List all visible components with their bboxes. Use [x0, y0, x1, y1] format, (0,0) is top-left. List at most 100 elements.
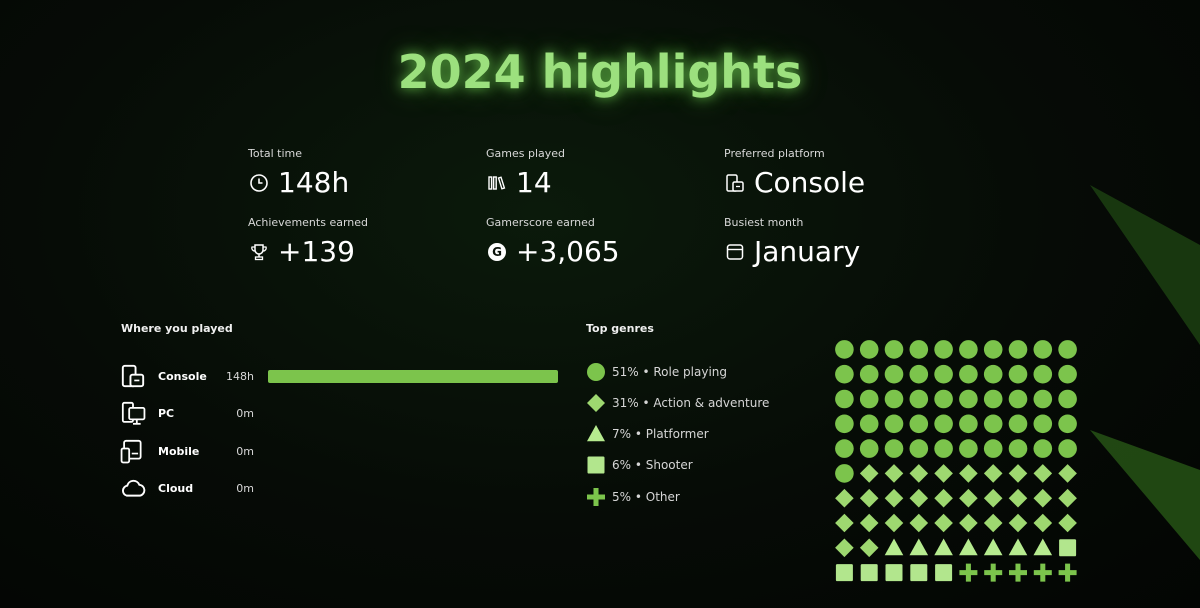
waffle-cell-square [910, 564, 928, 582]
waffle-cell-diamond [859, 488, 879, 508]
pc-icon [118, 398, 148, 428]
waffle-cell-diamond [1058, 513, 1077, 533]
stat-preferred-platform: Preferred platform Console [724, 146, 944, 200]
genre-circle-icon [587, 363, 605, 381]
waffle-cell-square [835, 564, 853, 582]
waffle-cell-circle [1058, 439, 1077, 458]
stat-label: Total time [248, 147, 303, 160]
stat-busiest-month: Busiest month January [724, 215, 944, 269]
waffle-cell-circle [909, 364, 929, 384]
stat-value: +139 [278, 235, 355, 268]
waffle-cell-circle [1033, 340, 1053, 359]
platform-bar-track [268, 369, 558, 383]
waffle-cell-circle [884, 364, 904, 384]
genre-legend-item: 5% • Other [586, 485, 680, 509]
waffle-cell-diamond [909, 513, 929, 533]
console-icon [724, 172, 746, 194]
waffle-cell-diamond [859, 513, 879, 533]
genre-label: 5% • Other [612, 490, 680, 504]
waffle-cell-diamond [1033, 513, 1053, 533]
platform-name: Cloud [158, 481, 194, 495]
platform-hours: 0m [236, 444, 254, 458]
stat-total-time: Total time 148h [248, 146, 468, 200]
waffle-cell-diamond [934, 488, 953, 508]
waffle-cell-circle [835, 364, 854, 384]
waffle-cell-circle [983, 389, 1003, 409]
waffle-cell-triangle [959, 538, 978, 556]
waffle-cell-circle [835, 464, 854, 483]
console-icon [118, 361, 148, 391]
waffle-cell-circle [859, 389, 879, 409]
waffle-cell-circle [909, 389, 929, 409]
decorative-triangle-top [1090, 185, 1200, 345]
mobile-icon [118, 436, 148, 466]
waffle-cell-diamond [1058, 488, 1077, 508]
waffle-cell-diamond [859, 464, 879, 483]
waffle-cell-circle [835, 439, 854, 458]
waffle-cell-diamond [884, 464, 904, 483]
waffle-cell-circle [909, 340, 929, 359]
waffle-cell-square [885, 564, 903, 582]
waffle-cell-circle [1008, 389, 1028, 409]
waffle-cell-circle [1033, 439, 1053, 458]
waffle-cell-circle [959, 364, 978, 384]
waffle-cell-triangle [909, 538, 929, 556]
platform-hours: 0m [236, 481, 254, 495]
waffle-cell-diamond [835, 488, 854, 508]
waffle-cell-circle [1008, 340, 1028, 359]
calendar-icon [724, 241, 746, 263]
genre-legend-item: 31% • Action & adventure [586, 391, 769, 415]
platform-name: Console [158, 369, 207, 383]
stat-label: Achievements earned [248, 216, 369, 229]
waffle-cell-diamond [1008, 464, 1028, 483]
platform-name: PC [158, 406, 175, 420]
waffle-cell-circle [884, 414, 904, 434]
trophy-icon [248, 241, 270, 263]
waffle-cell-circle [934, 364, 953, 384]
waffle-cell-triangle [1008, 538, 1028, 556]
waffle-cell-circle [859, 414, 879, 434]
waffle-cell-circle [835, 389, 854, 409]
genre-label: 31% • Action & adventure [612, 396, 770, 410]
waffle-cell-circle [1058, 389, 1077, 409]
waffle-cell-circle [859, 364, 879, 384]
platform-bar [268, 369, 558, 383]
waffle-cell-circle [909, 439, 929, 458]
waffle-cell-diamond [959, 464, 978, 483]
waffle-cell-circle [884, 439, 904, 458]
clock-icon [248, 172, 270, 194]
waffle-cell-circle [934, 340, 953, 359]
waffle-cell-square [860, 564, 878, 582]
waffle-cell-circle [884, 340, 904, 359]
waffle-cell-circle [835, 414, 854, 434]
waffle-cell-diamond [1008, 513, 1028, 533]
genre-diamond-icon [587, 394, 605, 412]
waffle-cell-plus [984, 563, 1003, 582]
waffle-cell-diamond [884, 513, 904, 533]
genre-square-icon [587, 456, 605, 474]
waffle-cell-diamond [983, 488, 1003, 508]
waffle-cell-diamond [835, 538, 854, 558]
waffle-cell-plus [1058, 563, 1077, 582]
waffle-cell-triangle [934, 538, 953, 556]
platforms-title: Where you played [121, 322, 233, 335]
waffle-cell-square [1059, 539, 1077, 557]
platform-row-cloud: Cloud 0m [118, 472, 558, 504]
genre-plus-icon [587, 488, 605, 506]
waffle-cell-circle [1008, 364, 1028, 384]
stat-value: 14 [516, 166, 552, 199]
waffle-cell-circle [934, 414, 953, 434]
stat-label: Gamerscore earned [486, 216, 595, 229]
waffle-cell-diamond [835, 513, 854, 533]
waffle-cell-square [935, 564, 953, 582]
platform-hours: 148h [226, 369, 254, 383]
waffle-cell-circle [1033, 364, 1053, 384]
waffle-cell-diamond [1008, 488, 1028, 508]
waffle-cell-circle [909, 414, 929, 434]
waffle-cell-diamond [983, 464, 1003, 483]
stat-value: +3,065 [516, 235, 620, 268]
stat-value: Console [754, 166, 866, 199]
waffle-cell-diamond [959, 513, 978, 533]
waffle-cell-triangle [1033, 538, 1053, 556]
genre-label: 6% • Shooter [612, 458, 693, 472]
